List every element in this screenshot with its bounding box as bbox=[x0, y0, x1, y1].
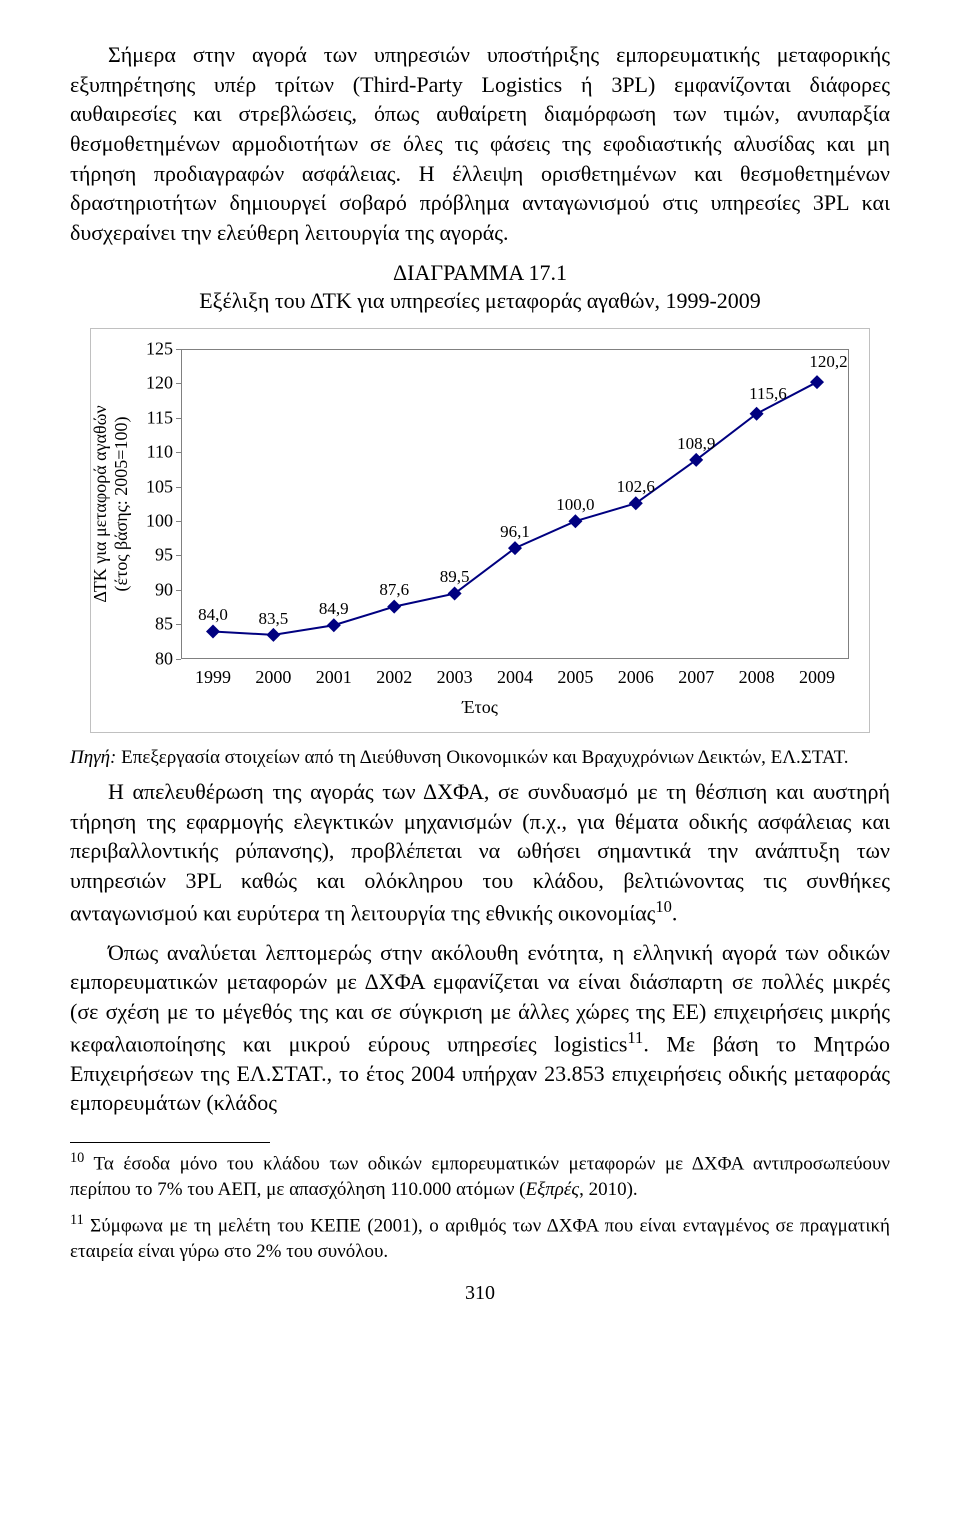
data-label: 84,9 bbox=[319, 599, 349, 619]
footnote-separator bbox=[70, 1142, 270, 1143]
y-tick-label: 100 bbox=[133, 511, 173, 532]
y-axis-label: ΔΤΚ για μεταφορά αγαθών (έτος βάσης: 200… bbox=[90, 404, 132, 604]
source-text: Επεξεργασία στοιχείων από τη Διεύθυνση Ο… bbox=[116, 747, 848, 768]
y-tick-mark bbox=[176, 590, 181, 591]
x-tick-label: 2000 bbox=[255, 667, 291, 688]
y-tick-mark bbox=[176, 555, 181, 556]
paragraph-1: Σήμερα στην αγορά των υπηρεσιών υποστήρι… bbox=[70, 40, 890, 248]
x-tick-label: 2002 bbox=[376, 667, 412, 688]
footnote-10-number: 10 bbox=[70, 1150, 84, 1166]
y-tick-mark bbox=[176, 624, 181, 625]
y-tick-label: 125 bbox=[133, 338, 173, 359]
data-label: 96,1 bbox=[500, 522, 530, 542]
data-label: 100,0 bbox=[556, 495, 594, 515]
footnote-11: 11 Σύμφωνα με τη μελέτη του ΚΕΠΕ (2001),… bbox=[70, 1211, 890, 1265]
paragraph-2a: Η απελευθέρωση της αγοράς των ΔΧΦΑ, σε σ… bbox=[70, 779, 890, 925]
y-tick-label: 95 bbox=[133, 545, 173, 566]
footnote-10a: Τα έσοδα μόνο του κλάδου των οδικών εμπο… bbox=[70, 1153, 890, 1200]
y-tick-mark bbox=[176, 349, 181, 350]
chart-title: ΔΙΑΓΡΑΜΜΑ 17.1 bbox=[70, 260, 890, 286]
footnote-10b: , 2010). bbox=[579, 1179, 638, 1200]
y-tick-label: 110 bbox=[133, 442, 173, 463]
y-tick-mark bbox=[176, 521, 181, 522]
y-tick-label: 85 bbox=[133, 614, 173, 635]
footnote-11-text: Σύμφωνα με τη μελέτη του ΚΕΠΕ (2001), ο … bbox=[70, 1215, 890, 1262]
plot-area: ΔΤΚ για μεταφορά αγαθών (έτος βάσης: 200… bbox=[181, 349, 849, 659]
data-label: 115,6 bbox=[749, 384, 787, 404]
paragraph-3: Όπως αναλύεται λεπτομερώς στην ακόλουθη … bbox=[70, 938, 890, 1118]
x-tick-label: 1999 bbox=[195, 667, 231, 688]
x-tick-label: 2009 bbox=[799, 667, 835, 688]
footnote-ref-10: 10 bbox=[655, 897, 672, 916]
x-tick-label: 2006 bbox=[618, 667, 654, 688]
y-axis-label-line1: ΔΤΚ για μεταφορά αγαθών bbox=[90, 405, 110, 602]
y-axis-label-line2: (έτος βάσης: 2005=100) bbox=[111, 416, 131, 591]
y-tick-label: 115 bbox=[133, 407, 173, 428]
chart-source: Πηγή: Επεξεργασία στοιχείων από τη Διεύθ… bbox=[70, 747, 890, 769]
y-tick-mark bbox=[176, 418, 181, 419]
y-tick-mark bbox=[176, 487, 181, 488]
paragraph-2b: . bbox=[672, 900, 678, 925]
chart-container: ΔΤΚ για μεταφορά αγαθών (έτος βάσης: 200… bbox=[90, 328, 870, 733]
data-label: 120,2 bbox=[809, 352, 847, 372]
y-tick-label: 105 bbox=[133, 476, 173, 497]
chart-subtitle: Εξέλιξη του ΔΤΚ για υπηρεσίες μεταφοράς … bbox=[70, 288, 890, 314]
data-label: 102,6 bbox=[617, 477, 655, 497]
footnote-ref-11: 11 bbox=[627, 1028, 643, 1047]
x-tick-label: 2001 bbox=[316, 667, 352, 688]
y-tick-label: 120 bbox=[133, 373, 173, 394]
footnote-10: 10 Τα έσοδα μόνο του κλάδου των οδικών ε… bbox=[70, 1149, 890, 1203]
data-label: 87,6 bbox=[379, 580, 409, 600]
y-tick-mark bbox=[176, 383, 181, 384]
page-number: 310 bbox=[70, 1282, 890, 1305]
footnote-10-italic: Εξπρές bbox=[526, 1179, 580, 1200]
data-label: 84,0 bbox=[198, 605, 228, 625]
data-label: 83,5 bbox=[259, 609, 289, 629]
y-tick-label: 80 bbox=[133, 648, 173, 669]
x-tick-label: 2008 bbox=[739, 667, 775, 688]
y-tick-mark bbox=[176, 659, 181, 660]
x-axis-label: Έτος bbox=[111, 697, 849, 718]
source-label: Πηγή: bbox=[70, 747, 116, 768]
x-tick-label: 2004 bbox=[497, 667, 533, 688]
data-label: 89,5 bbox=[440, 567, 470, 587]
y-tick-label: 90 bbox=[133, 579, 173, 600]
paragraph-2: Η απελευθέρωση της αγοράς των ΔΧΦΑ, σε σ… bbox=[70, 777, 890, 928]
data-label: 108,9 bbox=[677, 434, 715, 454]
x-tick-label: 2003 bbox=[437, 667, 473, 688]
y-tick-mark bbox=[176, 452, 181, 453]
footnote-11-number: 11 bbox=[70, 1212, 84, 1228]
x-tick-label: 2007 bbox=[678, 667, 714, 688]
x-tick-label: 2005 bbox=[557, 667, 593, 688]
